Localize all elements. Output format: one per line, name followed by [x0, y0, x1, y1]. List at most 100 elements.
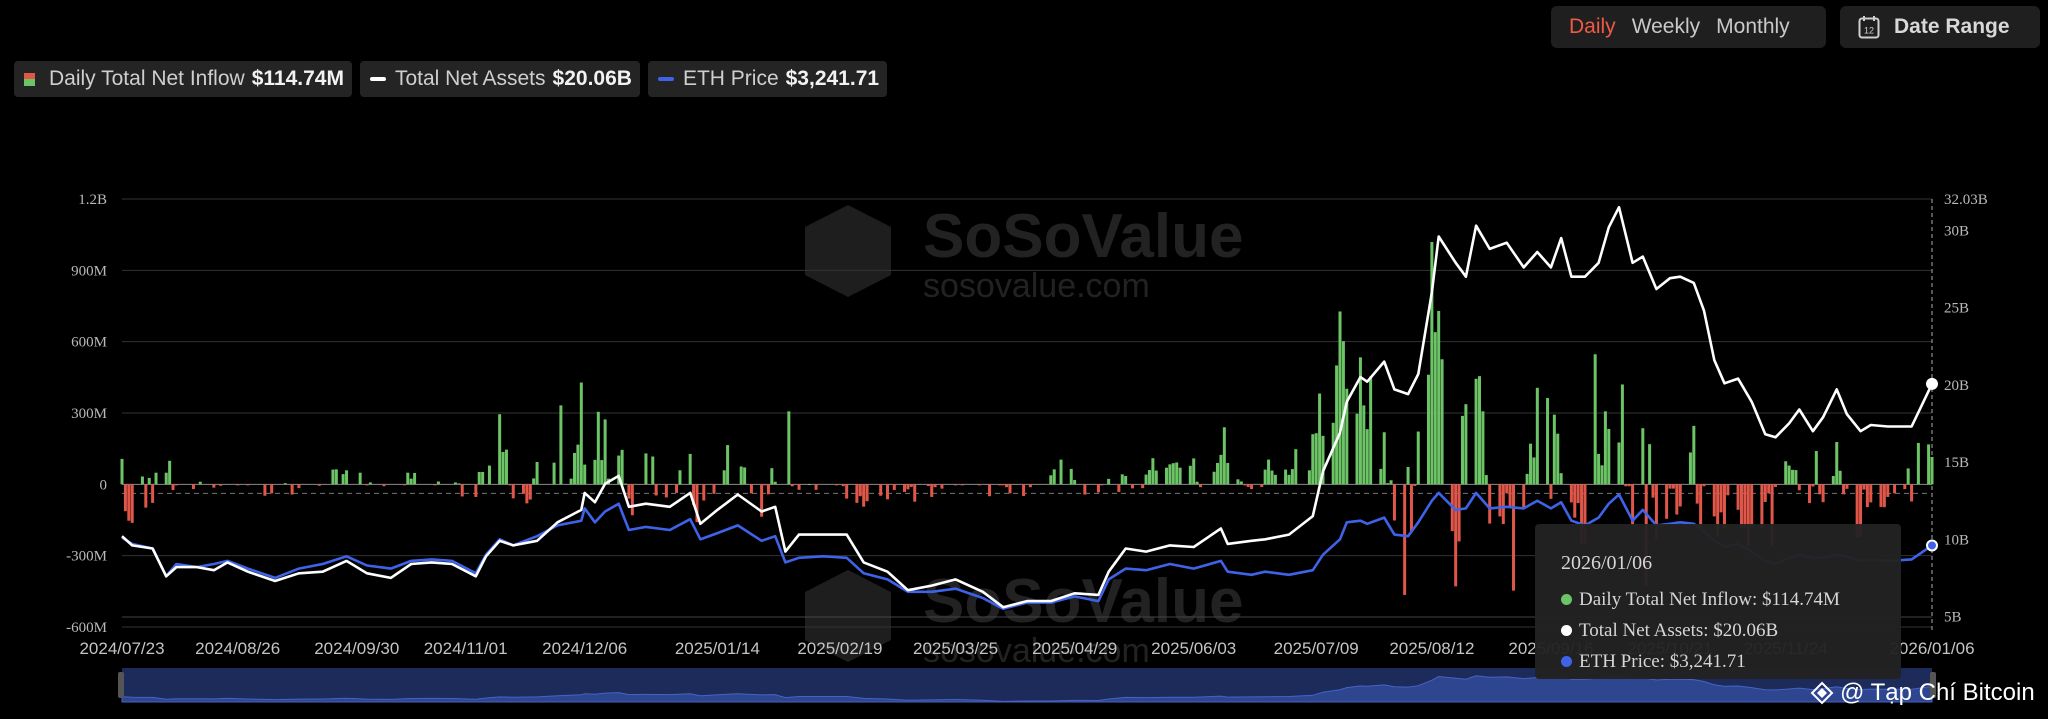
- inflow-bar: [1243, 484, 1247, 486]
- inflow-bar: [365, 484, 369, 486]
- inflow-bar: [1739, 484, 1743, 528]
- navigator-area: [121, 673, 1933, 703]
- left-tick-label: 1.2B: [78, 192, 107, 208]
- inflow-bar: [1457, 484, 1461, 542]
- inflow-bar: [1648, 444, 1652, 485]
- period-monthly-button[interactable]: Monthly: [1716, 15, 1790, 38]
- right-tick-label: 30B: [1944, 223, 1969, 239]
- period-daily-button[interactable]: Daily: [1569, 15, 1616, 38]
- inflow-bar: [579, 382, 583, 485]
- inflow-bar: [1426, 374, 1430, 485]
- inflow-bar: [1406, 466, 1410, 485]
- inflow-bar: [1818, 484, 1822, 495]
- inflow-bar: [453, 482, 457, 485]
- inflow-bar: [1576, 484, 1580, 504]
- inflow-bar: [1763, 484, 1767, 502]
- inflow-bar: [1484, 475, 1488, 485]
- inflow-bar: [1726, 484, 1730, 496]
- inflow-bar: [402, 484, 406, 486]
- x-tick-label: 2025/01/14: [675, 639, 760, 658]
- inflow-bar: [164, 472, 168, 485]
- inflow-bar: [1195, 481, 1199, 485]
- inflow-bar: [1580, 484, 1584, 545]
- legend-total-net-assets[interactable]: Total Net Assets $20.06B: [359, 61, 640, 97]
- inflow-bar: [498, 414, 502, 485]
- legend-daily-inflow[interactable]: Daily Total Net Inflow $114.74M: [14, 61, 352, 97]
- inflow-bar: [1005, 484, 1009, 488]
- inflow-bar: [1791, 469, 1795, 485]
- left-axis: 1.2B 900M 600M 300M 0 -300M -600M: [66, 192, 107, 636]
- period-weekly-button[interactable]: Weekly: [1631, 15, 1701, 38]
- inflow-bar: [297, 484, 301, 489]
- inflow-bar: [930, 484, 934, 497]
- inflow-bar: [1529, 443, 1533, 485]
- inflow-bar: [1199, 484, 1203, 488]
- inflow-bar: [695, 484, 699, 523]
- inflow-bar: [722, 470, 726, 485]
- inflow-bar: [1886, 484, 1890, 497]
- x-tick-label: 2025/02/19: [797, 639, 882, 658]
- inflow-bar: [1059, 459, 1063, 485]
- inflow-bar: [1927, 444, 1931, 485]
- x-tick-label: 2025/03/25: [913, 639, 998, 658]
- inflow-bar: [1287, 474, 1291, 485]
- inflow-bar: [481, 471, 485, 485]
- net-inflow-bars: [120, 242, 1934, 595]
- inflow-bar: [766, 484, 770, 495]
- inflow-bar: [1311, 434, 1315, 485]
- inflow-bar: [906, 484, 910, 490]
- diamond-logo-icon: [1810, 681, 1834, 705]
- inflow-bar: [1464, 404, 1468, 485]
- legend: Daily Total Net Inflow $114.74M Total Ne…: [14, 61, 888, 97]
- inflow-bar: [1069, 468, 1073, 485]
- inflow-bar: [1382, 432, 1386, 485]
- inflow-bar: [688, 453, 692, 485]
- inflow-bar: [1260, 484, 1264, 487]
- legend-eth-price[interactable]: ETH Price $3,241.71: [647, 61, 888, 97]
- inflow-bar: [413, 472, 417, 485]
- inflow-bar: [1607, 428, 1611, 485]
- inflow-bar: [236, 484, 240, 486]
- inflow-bar: [1147, 470, 1151, 485]
- inflow-bar: [1437, 310, 1441, 485]
- inflow-bar: [154, 472, 158, 485]
- inflow-bar: [1522, 484, 1526, 508]
- inflow-bar: [1760, 484, 1764, 528]
- chart-tooltip: 2026/01/06 Daily Total Net Inflow: $114.…: [1535, 524, 1901, 679]
- inflow-bar: [1603, 411, 1607, 485]
- white-dot-icon: [1561, 625, 1572, 636]
- x-tick-label: 2024/09/30: [314, 639, 399, 658]
- inflow-bar: [460, 484, 464, 497]
- inflow-bar: [1712, 484, 1716, 517]
- inflow-bar: [1722, 484, 1726, 528]
- right-tick-label: 15B: [1944, 455, 1969, 471]
- left-tick-label: -600M: [66, 620, 107, 636]
- inflow-bar: [1501, 484, 1505, 525]
- inflow-bar: [855, 484, 859, 503]
- inflow-bar: [1386, 483, 1390, 485]
- inflow-bar: [1192, 458, 1196, 485]
- inflow-bar: [1416, 431, 1420, 485]
- inflow-bar: [1620, 384, 1624, 485]
- inflow-bar: [1773, 484, 1777, 487]
- inflow-bar: [1498, 484, 1502, 517]
- inflow-bar: [1124, 476, 1128, 485]
- inflow-bar: [174, 484, 178, 486]
- inflow-bar: [1508, 484, 1512, 508]
- inflow-bar: [892, 484, 896, 491]
- inflow-bar: [1535, 387, 1539, 485]
- inflow-bar: [886, 484, 890, 500]
- inflow-bar: [1273, 474, 1277, 485]
- inflow-bar: [409, 478, 413, 485]
- inflow-bar: [1573, 484, 1577, 518]
- green-dot-icon: [1561, 594, 1572, 605]
- left-tick-label: 300M: [71, 406, 107, 422]
- date-range-button[interactable]: 12 Date Range: [1840, 6, 2040, 48]
- inflow-bar: [1716, 484, 1720, 537]
- inflow-bar: [1794, 470, 1798, 485]
- inflow-bar: [773, 481, 777, 485]
- inflow-bar: [760, 484, 764, 517]
- inflow-bar: [739, 466, 743, 485]
- inflow-bar: [1654, 484, 1658, 540]
- inflow-bar: [219, 484, 223, 486]
